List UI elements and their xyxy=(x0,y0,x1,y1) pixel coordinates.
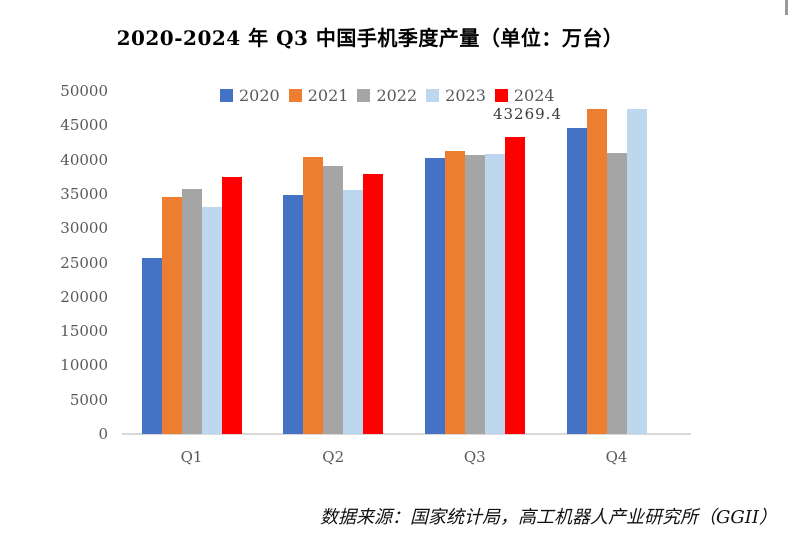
footer-source: 数据来源：国家统计局，高工机器人产业研究所（GGII） xyxy=(320,507,777,528)
legend-label: 2023 xyxy=(445,86,486,105)
y-tick-label: 40000 xyxy=(60,150,108,169)
bar-2022-q3 xyxy=(464,155,485,434)
legend-label: 2024 xyxy=(513,86,555,105)
legend-swatch-icon-2024 xyxy=(494,89,508,102)
bar-2022-q2 xyxy=(323,166,344,434)
bar-2020-q4 xyxy=(566,128,587,434)
legend-item-2021: 2021 xyxy=(288,86,349,105)
y-tick-label: 20000 xyxy=(60,287,108,306)
y-tick-label: 45000 xyxy=(60,116,108,135)
bar-2022-q1 xyxy=(181,189,202,434)
bar-2021-q2 xyxy=(303,157,324,434)
bar-2021-q3 xyxy=(444,151,465,434)
bar-2024-q1 xyxy=(221,177,242,434)
legend-item-2024: 2024 xyxy=(494,86,555,105)
legend: 2020 2021 2022 2023 2024 xyxy=(220,86,555,105)
bar-2020-q1 xyxy=(141,258,162,434)
data-label-annotation: 43269.4 xyxy=(492,105,562,123)
y-tick-label: 25000 xyxy=(60,253,108,272)
x-axis-label-q2: Q2 xyxy=(322,448,345,466)
bar-2020-q3 xyxy=(424,158,445,434)
bar-2024-q3 xyxy=(504,137,525,434)
legend-swatch-icon-2023 xyxy=(426,89,440,102)
y-tick-label: 5000 xyxy=(69,390,108,409)
scrollbar-thumb[interactable] xyxy=(785,0,788,15)
x-axis-label-q3: Q3 xyxy=(463,448,486,466)
x-axis-label-q1: Q1 xyxy=(180,448,203,466)
bar-2020-q2 xyxy=(283,195,304,434)
legend-label: 2021 xyxy=(307,86,349,105)
legend-swatch-icon-2020 xyxy=(220,89,233,102)
y-tick-label: 15000 xyxy=(60,322,108,341)
bar-2023-q1 xyxy=(201,207,222,434)
chart-title: 2020-2024 年 Q3 中国手机季度产量（单位：万台） xyxy=(116,26,624,50)
bar-2023-q4 xyxy=(626,109,647,434)
bar-2021-q1 xyxy=(161,197,182,434)
x-axis-baseline xyxy=(122,433,691,435)
legend-swatch-icon-2022 xyxy=(357,89,371,102)
bar-2022-q4 xyxy=(606,153,627,434)
y-tick-label: 0 xyxy=(98,425,108,443)
legend-label: 2020 xyxy=(239,86,280,105)
y-tick-label: 30000 xyxy=(60,219,108,238)
bar-2024-q2 xyxy=(363,174,384,434)
bar-2021-q4 xyxy=(586,109,607,434)
legend-item-2020: 2020 xyxy=(220,86,280,105)
bar-2023-q2 xyxy=(343,190,364,434)
y-tick-label: 10000 xyxy=(60,356,108,375)
y-tick-label: 50000 xyxy=(60,82,108,100)
y-tick-label: 35000 xyxy=(60,184,108,203)
legend-label: 2022 xyxy=(376,86,418,105)
legend-swatch-icon-2021 xyxy=(288,89,302,102)
legend-item-2023: 2023 xyxy=(426,86,486,105)
legend-item-2022: 2022 xyxy=(357,86,417,105)
x-axis-label-q4: Q4 xyxy=(605,448,628,466)
bar-2023-q3 xyxy=(484,154,505,434)
